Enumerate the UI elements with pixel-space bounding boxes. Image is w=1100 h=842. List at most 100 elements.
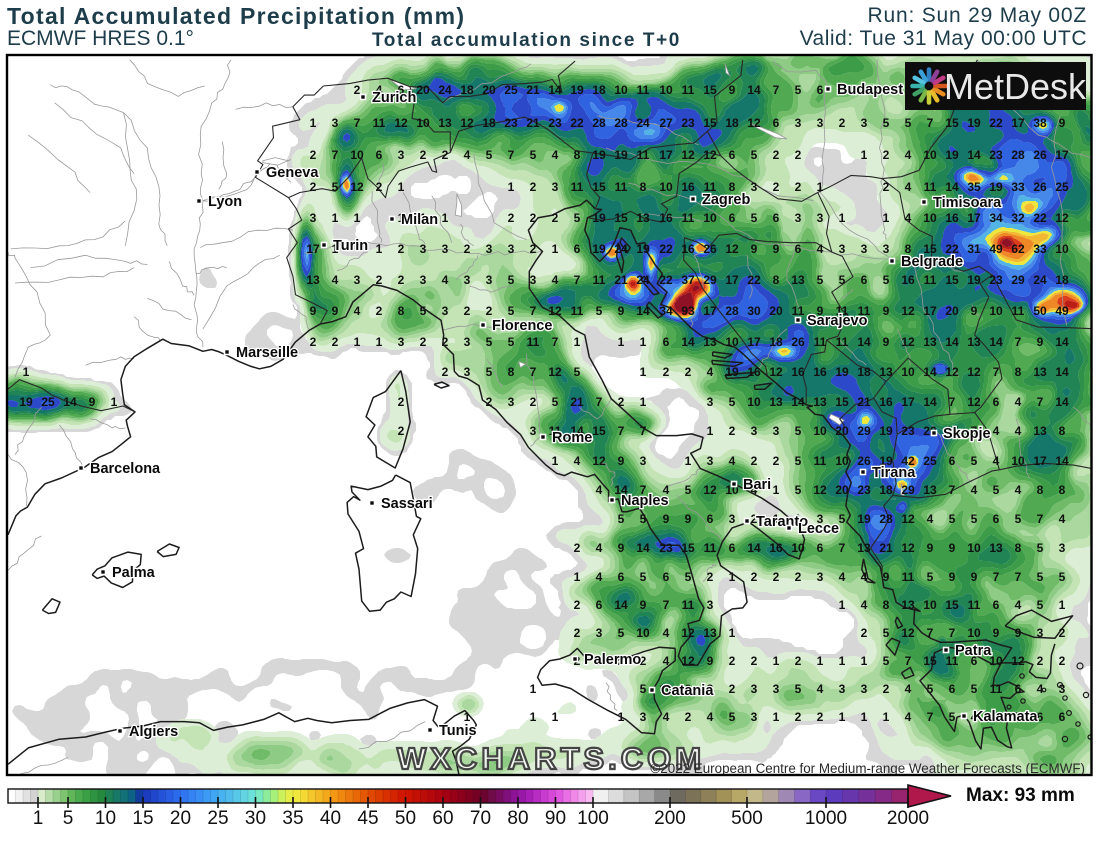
- svg-text:3: 3: [1037, 626, 1044, 640]
- svg-text:4: 4: [905, 180, 912, 194]
- svg-text:1: 1: [552, 454, 559, 468]
- svg-text:2: 2: [751, 570, 758, 584]
- svg-text:15: 15: [945, 424, 959, 438]
- svg-text:1: 1: [839, 211, 846, 225]
- svg-text:8: 8: [729, 180, 736, 194]
- svg-text:2000: 2000: [887, 808, 929, 829]
- svg-text:12: 12: [901, 512, 915, 526]
- svg-text:7: 7: [1015, 570, 1022, 584]
- svg-text:7: 7: [663, 598, 670, 612]
- svg-text:6: 6: [839, 83, 846, 97]
- svg-text:3: 3: [420, 242, 427, 256]
- svg-text:2: 2: [795, 180, 802, 194]
- svg-text:19: 19: [879, 454, 893, 468]
- svg-text:20: 20: [416, 83, 430, 97]
- svg-text:11: 11: [373, 116, 386, 130]
- svg-text:15: 15: [945, 598, 959, 612]
- svg-text:19: 19: [967, 273, 981, 287]
- svg-text:5: 5: [883, 626, 890, 640]
- svg-text:60: 60: [432, 808, 453, 829]
- svg-text:7: 7: [927, 116, 934, 130]
- svg-text:1: 1: [420, 211, 427, 225]
- svg-text:5: 5: [1059, 570, 1066, 584]
- svg-text:4: 4: [464, 148, 471, 162]
- svg-text:19: 19: [945, 148, 959, 162]
- svg-text:7: 7: [927, 626, 934, 640]
- svg-text:1: 1: [685, 454, 692, 468]
- svg-text:2: 2: [574, 541, 581, 555]
- svg-text:23: 23: [681, 116, 695, 130]
- svg-text:3: 3: [398, 335, 405, 349]
- svg-text:16: 16: [681, 242, 695, 256]
- svg-text:16: 16: [769, 541, 783, 555]
- svg-text:9: 9: [993, 626, 1000, 640]
- svg-text:3: 3: [486, 242, 493, 256]
- svg-text:3: 3: [707, 454, 714, 468]
- svg-text:24: 24: [1033, 273, 1047, 287]
- svg-text:13: 13: [967, 335, 981, 349]
- svg-text:1: 1: [332, 211, 339, 225]
- svg-text:4: 4: [552, 273, 559, 287]
- svg-text:11: 11: [968, 598, 981, 612]
- svg-text:8: 8: [1059, 483, 1066, 497]
- svg-text:6: 6: [618, 570, 625, 584]
- svg-text:4: 4: [596, 570, 603, 584]
- svg-text:9: 9: [618, 541, 625, 555]
- svg-text:3: 3: [398, 148, 405, 162]
- svg-text:20: 20: [769, 304, 783, 318]
- svg-text:4: 4: [993, 454, 1000, 468]
- svg-text:Palermo: Palermo: [584, 652, 641, 668]
- svg-text:13: 13: [306, 273, 320, 287]
- svg-text:13: 13: [923, 483, 937, 497]
- svg-text:4: 4: [1015, 424, 1022, 438]
- svg-text:19: 19: [989, 180, 1003, 194]
- svg-text:2: 2: [1059, 654, 1066, 668]
- svg-text:Geneva: Geneva: [266, 165, 319, 181]
- svg-text:1: 1: [839, 654, 846, 668]
- svg-text:2: 2: [530, 395, 537, 409]
- svg-text:Sarajevo: Sarajevo: [807, 313, 868, 329]
- svg-text:2: 2: [795, 148, 802, 162]
- svg-text:12: 12: [1011, 654, 1025, 668]
- svg-text:5: 5: [420, 304, 427, 318]
- svg-text:11: 11: [682, 83, 695, 97]
- svg-text:18: 18: [460, 83, 474, 97]
- svg-text:9: 9: [773, 242, 780, 256]
- svg-text:6: 6: [773, 116, 780, 130]
- svg-text:21: 21: [570, 395, 584, 409]
- svg-text:10: 10: [1055, 242, 1069, 256]
- svg-text:3: 3: [707, 598, 714, 612]
- svg-text:5: 5: [486, 365, 493, 379]
- svg-text:Tirana: Tirana: [872, 465, 916, 481]
- svg-text:13: 13: [769, 395, 783, 409]
- svg-text:2: 2: [729, 654, 736, 668]
- svg-text:5: 5: [927, 570, 934, 584]
- svg-text:9: 9: [751, 242, 758, 256]
- svg-text:14: 14: [681, 335, 695, 349]
- svg-text:5: 5: [1037, 541, 1044, 555]
- svg-text:13: 13: [438, 116, 452, 130]
- svg-text:16: 16: [901, 273, 915, 287]
- svg-text:3: 3: [795, 116, 802, 130]
- svg-text:9: 9: [310, 304, 317, 318]
- svg-text:3: 3: [729, 512, 736, 526]
- svg-text:13: 13: [791, 273, 805, 287]
- svg-text:5: 5: [839, 273, 846, 287]
- svg-text:14: 14: [570, 424, 584, 438]
- svg-text:©2022 European Centre for Medi: ©2022 European Centre for Medium-range W…: [650, 761, 1085, 776]
- svg-text:2: 2: [707, 570, 714, 584]
- svg-text:4: 4: [376, 83, 383, 97]
- svg-text:13: 13: [703, 626, 717, 640]
- svg-text:10: 10: [923, 598, 937, 612]
- svg-text:2: 2: [817, 710, 824, 724]
- svg-text:1: 1: [861, 710, 868, 724]
- svg-text:5: 5: [618, 512, 625, 526]
- svg-text:3: 3: [486, 273, 493, 287]
- svg-text:1: 1: [883, 211, 890, 225]
- svg-text:7: 7: [1015, 335, 1022, 349]
- svg-text:11: 11: [924, 180, 937, 194]
- svg-text:8: 8: [1037, 483, 1044, 497]
- svg-text:4: 4: [993, 424, 1000, 438]
- svg-text:3: 3: [442, 242, 449, 256]
- svg-text:18: 18: [857, 365, 871, 379]
